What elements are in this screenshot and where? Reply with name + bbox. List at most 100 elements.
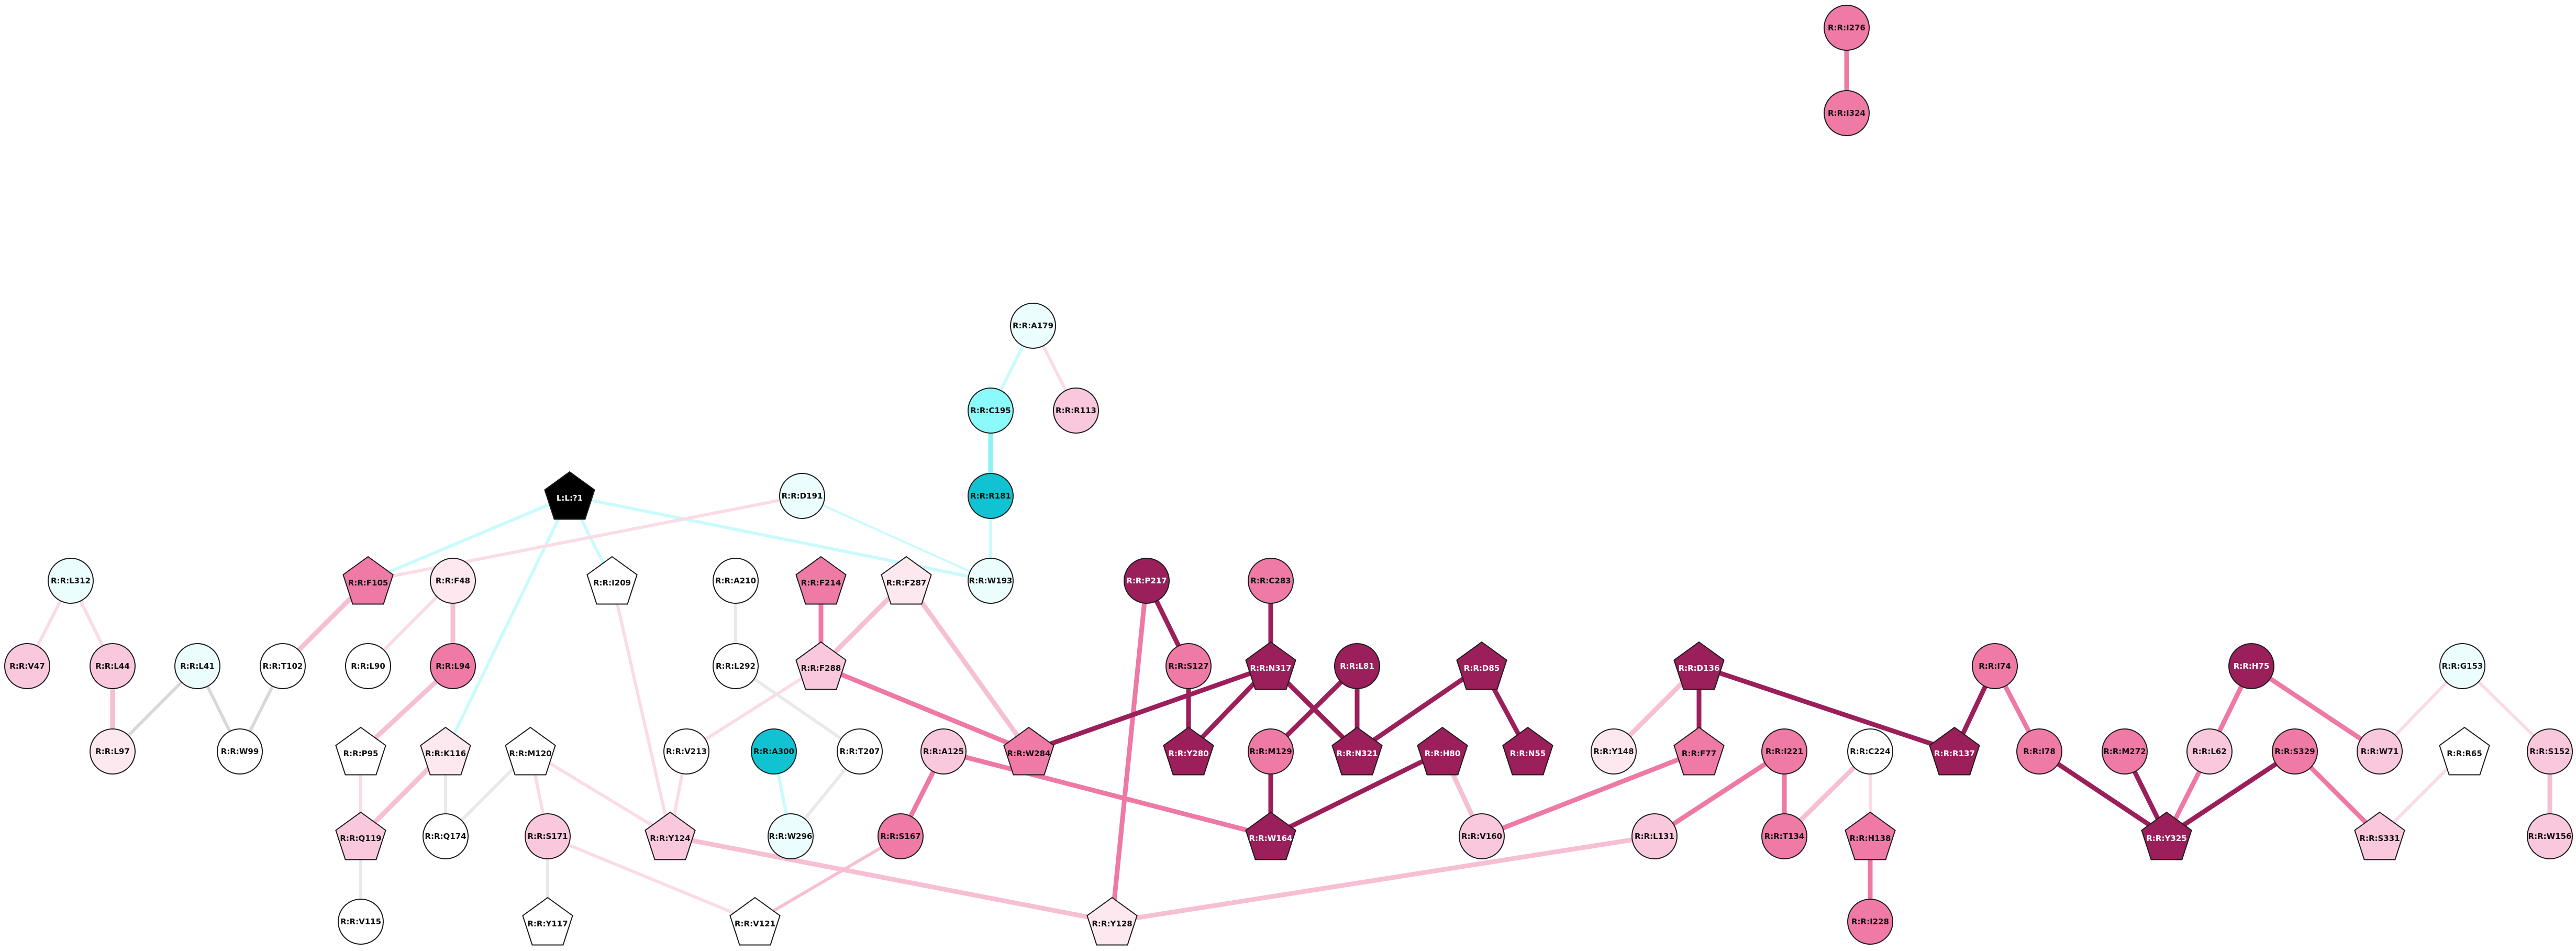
- node-r-r-y128[interactable]: R:R:Y128: [1086, 897, 1138, 946]
- node-r-r-s329[interactable]: R:R:S329: [2272, 728, 2318, 775]
- node-r-r-p217[interactable]: R:R:P217: [1124, 558, 1170, 604]
- node-r-r-l97[interactable]: R:R:L97: [90, 728, 136, 775]
- node-r-r-l312[interactable]: R:R:L312: [48, 558, 94, 604]
- node-r-r-n55[interactable]: R:R:N55: [1502, 726, 1553, 776]
- node-r-r-r65[interactable]: R:R:R65: [2439, 726, 2490, 776]
- node-label: R:R:F105: [348, 578, 388, 588]
- edge-r-r-f77-to-r-r-v160: [1479, 749, 1702, 839]
- node-r-r-l81[interactable]: R:R:L81: [1334, 643, 1380, 689]
- node-label: R:R:M120: [509, 749, 551, 758]
- node-r-r-w296[interactable]: R:R:W296: [768, 813, 814, 859]
- node-r-r-i74[interactable]: R:R:I74: [1972, 643, 2018, 689]
- node-r-r-y280[interactable]: R:R:Y280: [1163, 726, 1214, 776]
- node-r-r-l44[interactable]: R:R:L44: [90, 643, 136, 689]
- node-r-r-a300[interactable]: R:R:A300: [751, 728, 797, 775]
- node-circle-shape: [968, 558, 1014, 604]
- node-r-r-q174[interactable]: R:R:Q174: [423, 813, 469, 859]
- node-r-r-v121[interactable]: R:R:V121: [729, 897, 781, 946]
- node-r-r-a179[interactable]: R:R:A179: [1010, 303, 1056, 349]
- node-r-r-w193[interactable]: R:R:W193: [968, 558, 1014, 604]
- node-r-r-t102[interactable]: R:R:T102: [260, 643, 306, 689]
- node-r-r-t207[interactable]: R:R:T207: [837, 728, 883, 775]
- node-r-r-m272[interactable]: R:R:M272: [2102, 728, 2148, 775]
- node-r-r-s171[interactable]: R:R:S171: [525, 813, 571, 859]
- node-r-r-v47[interactable]: R:R:V47: [4, 643, 50, 689]
- node-r-r-l62[interactable]: R:R:L62: [2186, 728, 2233, 775]
- node-label: R:R:C195: [970, 406, 1011, 415]
- node-r-r-q119[interactable]: R:R:Q119: [335, 811, 386, 860]
- node-r-r-s167[interactable]: R:R:S167: [878, 813, 924, 859]
- node-r-r-a125[interactable]: R:R:A125: [920, 728, 967, 775]
- node-pentagon-shape: [335, 726, 386, 776]
- node-r-r-p95[interactable]: R:R:P95: [335, 726, 386, 776]
- node-r-r-r137[interactable]: R:R:R137: [1929, 726, 1980, 776]
- node-r-r-y325[interactable]: R:R:Y325: [2141, 811, 2192, 860]
- node-r-r-i78[interactable]: R:R:I78: [2016, 728, 2062, 775]
- node-r-r-y148[interactable]: R:R:Y148: [1591, 728, 1637, 775]
- node-r-r-s331[interactable]: R:R:S331: [2354, 811, 2405, 860]
- node-label: R:R:W164: [1249, 834, 1293, 843]
- node-label: R:R:M272: [2103, 747, 2146, 756]
- node-r-r-d191[interactable]: R:R:D191: [779, 473, 825, 519]
- node-r-r-w156[interactable]: R:R:W156: [2527, 813, 2573, 859]
- node-r-r-h80[interactable]: R:R:H80: [1417, 726, 1468, 776]
- node-label: R:R:L90: [351, 661, 385, 671]
- node-r-r-c283[interactable]: R:R:C283: [1248, 558, 1294, 604]
- node-r-r-f288[interactable]: R:R:F288: [795, 641, 847, 690]
- node-label: R:R:V121: [735, 919, 775, 928]
- node-r-r-l41[interactable]: R:R:L41: [174, 643, 220, 689]
- node-r-r-d136[interactable]: R:R:D136: [1673, 641, 1725, 690]
- node-r-r-s127[interactable]: R:R:S127: [1165, 643, 1212, 689]
- node-r-r-w284[interactable]: R:R:W284: [1003, 726, 1054, 776]
- node-r-r-c195[interactable]: R:R:C195: [968, 388, 1014, 434]
- node-r-r-f77[interactable]: R:R:F77: [1673, 726, 1725, 776]
- node-label: R:R:N321: [1337, 749, 1378, 758]
- node-r-r-m120[interactable]: R:R:M120: [505, 726, 556, 776]
- node-r-r-l292[interactable]: R:R:L292: [713, 643, 759, 689]
- node-r-r-d85[interactable]: R:R:D85: [1456, 641, 1507, 690]
- node-label: R:R:Y280: [1168, 749, 1208, 758]
- node-label: R:R:S329: [2274, 747, 2315, 756]
- node-r-r-i228[interactable]: R:R:I228: [1847, 899, 1893, 945]
- node-r-r-v213[interactable]: R:R:V213: [663, 728, 709, 775]
- node-circle-shape: [1847, 899, 1893, 945]
- node-r-r-c224[interactable]: R:R:C224: [1847, 728, 1893, 775]
- node-r-r-a210[interactable]: R:R:A210: [713, 558, 759, 604]
- edge-r-r-n317-to-r-r-w284: [1026, 664, 1273, 754]
- node-r-r-r181[interactable]: R:R:R181: [968, 473, 1014, 519]
- node-l-l-q1[interactable]: L:L:?1: [544, 471, 595, 520]
- edge-l-l-q1-to-r-r-w193: [568, 494, 992, 582]
- node-r-r-v115[interactable]: R:R:V115: [338, 899, 384, 945]
- node-r-r-n317[interactable]: R:R:N317: [1245, 641, 1296, 690]
- node-r-r-v160[interactable]: R:R:V160: [1459, 813, 1505, 859]
- node-r-r-y124[interactable]: R:R:Y124: [645, 811, 696, 860]
- node-r-r-r113[interactable]: R:R:R113: [1053, 388, 1099, 434]
- node-r-r-f287[interactable]: R:R:F287: [881, 556, 932, 605]
- node-pentagon-shape: [420, 726, 471, 776]
- node-label: R:R:L81: [1340, 661, 1374, 671]
- node-r-r-i276[interactable]: R:R:I276: [1824, 5, 1870, 51]
- node-r-r-f214[interactable]: R:R:F214: [795, 556, 847, 605]
- node-r-r-i209[interactable]: R:R:I209: [586, 556, 638, 605]
- node-r-r-h75[interactable]: R:R:H75: [2228, 643, 2274, 689]
- node-r-r-n321[interactable]: R:R:N321: [1331, 726, 1383, 776]
- node-r-r-w99[interactable]: R:R:W99: [217, 728, 263, 775]
- node-r-r-l90[interactable]: R:R:L90: [345, 643, 391, 689]
- node-r-r-l94[interactable]: R:R:L94: [430, 643, 476, 689]
- node-r-r-w164[interactable]: R:R:W164: [1245, 811, 1296, 860]
- node-pentagon-shape: [1502, 726, 1553, 776]
- node-r-r-h138[interactable]: R:R:H138: [1845, 811, 1896, 860]
- node-label: R:R:V47: [9, 661, 45, 671]
- node-r-r-w71[interactable]: R:R:W71: [2357, 728, 2403, 775]
- node-r-r-t134[interactable]: R:R:T134: [1761, 813, 1807, 859]
- node-r-r-s152[interactable]: R:R:S152: [2527, 728, 2573, 775]
- node-r-r-g153[interactable]: R:R:G153: [2439, 643, 2485, 689]
- node-r-r-i221[interactable]: R:R:I221: [1761, 728, 1807, 775]
- node-r-r-f48[interactable]: R:R:F48: [430, 558, 476, 604]
- node-r-r-m129[interactable]: R:R:M129: [1248, 728, 1294, 775]
- node-r-r-l131[interactable]: R:R:L131: [1631, 813, 1678, 859]
- node-r-r-f105[interactable]: R:R:F105: [342, 556, 394, 605]
- node-r-r-y117[interactable]: R:R:Y117: [522, 897, 573, 946]
- node-r-r-k116[interactable]: R:R:K116: [420, 726, 471, 776]
- node-r-r-i324[interactable]: R:R:I324: [1824, 90, 1870, 136]
